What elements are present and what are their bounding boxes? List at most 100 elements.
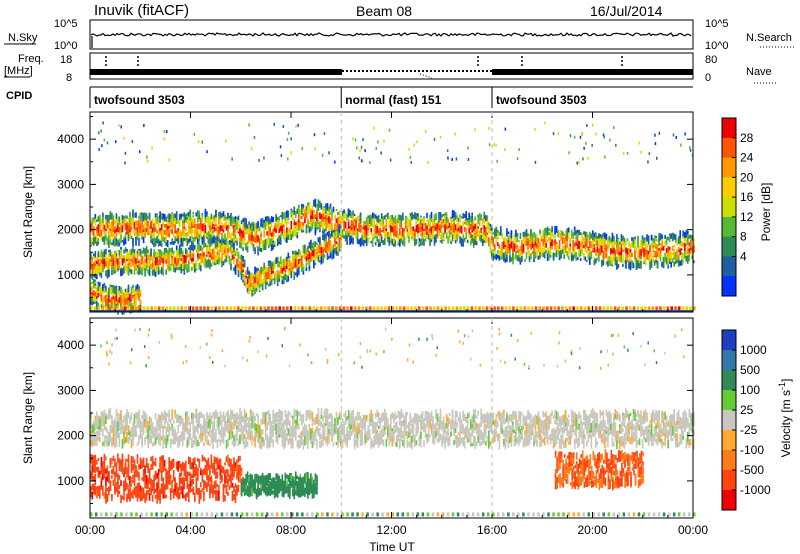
power-cell — [114, 230, 116, 234]
power-cell — [308, 306, 312, 311]
power-cell — [126, 251, 128, 258]
power-cell — [477, 214, 479, 218]
power-cell — [498, 251, 501, 260]
power-cell — [93, 227, 95, 236]
power-cell — [442, 223, 445, 226]
velocity-cell — [102, 467, 104, 471]
power-cell — [230, 247, 232, 254]
power-cell — [106, 257, 109, 266]
power-cell — [94, 257, 97, 260]
velocity-cell — [142, 487, 145, 499]
power-cell — [384, 306, 387, 311]
power-cell — [589, 240, 591, 249]
power-cell — [302, 245, 305, 254]
power-cell — [301, 206, 303, 215]
power-cell — [454, 232, 457, 235]
power-cell — [466, 218, 469, 221]
power-cell — [382, 227, 385, 233]
velocity-cell — [180, 463, 183, 470]
power-cell — [209, 222, 211, 230]
power-cell — [605, 261, 608, 265]
power-cell — [219, 212, 222, 216]
power-cell — [186, 219, 189, 223]
power-cell — [598, 238, 600, 242]
power-cell — [664, 234, 666, 240]
power-cell — [118, 261, 121, 270]
power-cell — [191, 234, 193, 242]
power-cell — [349, 228, 351, 236]
power-cell — [380, 306, 383, 311]
power-cell — [94, 236, 97, 244]
power-cell — [114, 270, 116, 274]
power-cell — [296, 208, 299, 214]
power-cell — [566, 229, 568, 238]
power-cell — [615, 143, 617, 147]
power-cell — [355, 235, 357, 239]
velocity-cell — [139, 485, 142, 492]
power-cell — [454, 212, 457, 221]
power-cell — [308, 251, 311, 259]
velocity-cell — [132, 465, 134, 471]
power-cell — [105, 306, 108, 311]
power-cell — [679, 237, 681, 244]
power-cell — [117, 225, 119, 233]
power-cell — [557, 247, 559, 250]
power-cell — [252, 306, 255, 311]
power-cell — [131, 306, 135, 311]
power-cell — [195, 212, 198, 217]
power-cell — [569, 134, 572, 138]
velocity-cell — [142, 476, 145, 482]
velocity-cell — [114, 471, 116, 481]
power-cell — [430, 218, 433, 223]
velocity-cell — [108, 474, 110, 484]
power-cell — [156, 213, 158, 221]
velocity-cell — [126, 458, 128, 462]
power-cell — [129, 222, 131, 229]
power-cell — [93, 296, 95, 302]
power-cell — [150, 257, 152, 260]
power-cell — [130, 229, 133, 233]
velocity-cell — [172, 495, 175, 499]
power-cell — [284, 262, 287, 266]
power-cell — [105, 228, 107, 231]
power-cell — [509, 243, 511, 251]
power-cell — [655, 235, 657, 239]
power-cell — [133, 295, 136, 304]
power-cell — [628, 306, 632, 311]
power-cell — [564, 239, 567, 246]
power-cell — [390, 240, 392, 244]
power-cell — [127, 262, 130, 267]
power-cell — [673, 248, 675, 255]
power-cell — [322, 236, 324, 240]
power-cell — [340, 234, 342, 241]
power-cell — [100, 259, 103, 264]
power-cell — [494, 255, 496, 259]
power-cell — [573, 230, 576, 234]
power-cell — [567, 227, 570, 234]
velocity-cell — [99, 485, 101, 491]
power-cell — [260, 218, 262, 227]
power-cell — [643, 248, 645, 257]
power-cell — [290, 271, 293, 279]
power-cell — [314, 221, 317, 229]
power-cell — [148, 269, 151, 277]
velocity-cell — [183, 469, 186, 475]
power-cell — [334, 227, 336, 236]
power-cell — [617, 254, 620, 262]
power-cell — [447, 236, 449, 244]
power-cell — [349, 210, 351, 218]
power-cell — [564, 241, 567, 250]
power-cell — [286, 231, 288, 239]
power-cell — [605, 234, 608, 240]
power-cell — [525, 236, 528, 245]
power-cell — [545, 238, 547, 243]
power-cell — [295, 250, 297, 260]
power-cell — [297, 123, 299, 127]
power-cell — [174, 224, 176, 232]
power-cell — [575, 242, 577, 246]
power-cell — [136, 232, 139, 241]
power-cell — [254, 277, 256, 284]
power-cell — [126, 298, 128, 304]
power-cell — [424, 129, 427, 133]
power-cell — [278, 271, 280, 274]
